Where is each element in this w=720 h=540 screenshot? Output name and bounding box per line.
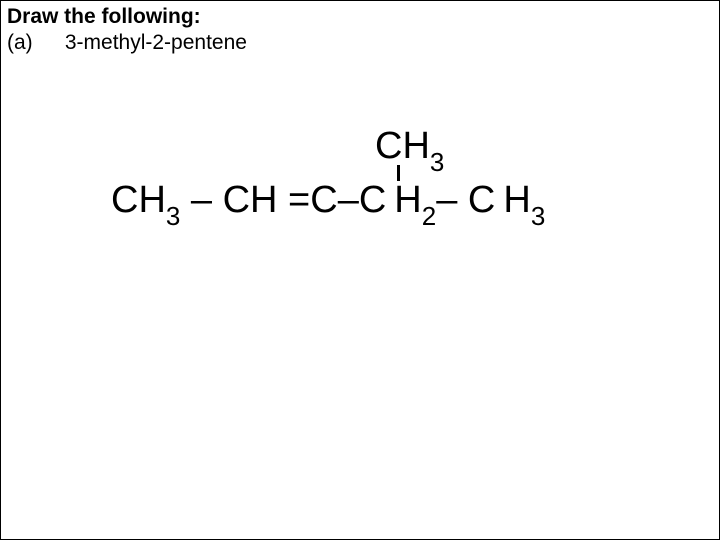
c3: C [310,179,337,221]
h4: H [394,179,421,221]
c2: CH [223,179,278,221]
branch-bond [397,165,400,181]
bond3: – [338,179,359,221]
heading: Draw the following: [7,5,201,29]
structural-formula: CH3 CH3 – CH =C–CH2– CH3 [111,181,545,225]
h4-sub: 2 [422,201,436,231]
c4: C [359,179,386,221]
bond1: – [180,179,222,221]
c1-sub: 3 [166,201,180,231]
branch-text: CH [375,125,430,167]
part-line: (a) 3-methyl-2-pentene [7,31,247,55]
branch-sub: 3 [430,147,444,177]
bond4: – [436,179,468,221]
compound-name: 3-methyl-2-pentene [65,31,247,54]
h5: H [503,179,530,221]
c5: C [468,179,495,221]
part-label: (a) [7,31,59,55]
c1: CH [111,179,166,221]
main-chain: CH3 – CH =C–CH2– CH3 [111,181,545,225]
bond2: = [278,179,311,221]
methyl-branch: CH3 [375,127,444,171]
h5-sub: 3 [531,201,545,231]
